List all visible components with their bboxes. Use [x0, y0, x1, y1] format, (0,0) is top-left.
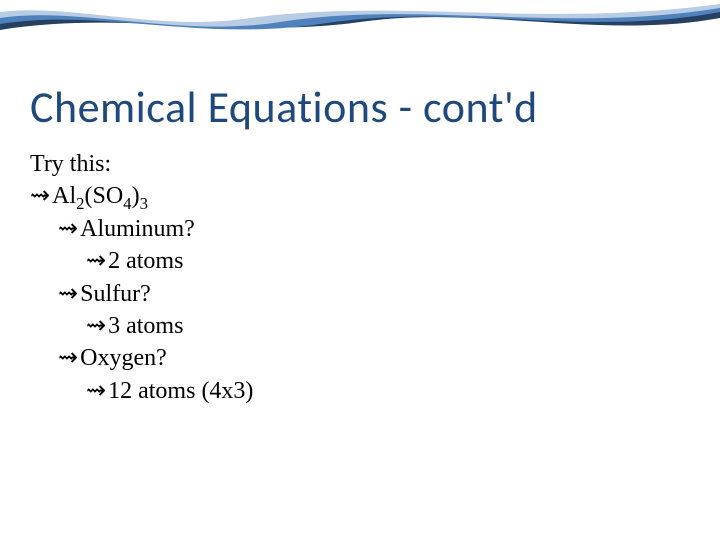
body-line-text: Sulfur?: [80, 281, 151, 307]
slide: Chemical Equations - cont'd Try this:⇝Al…: [0, 0, 720, 437]
body-line: ⇝Oxygen?: [30, 342, 690, 374]
body-line: ⇝Sulfur?: [30, 278, 690, 310]
slide-body: Try this:⇝Al2(SO4)3⇝Aluminum?⇝2 atoms⇝Su…: [30, 148, 690, 407]
bullet-icon: ⇝: [86, 310, 106, 342]
body-line-text: Try this:: [30, 151, 111, 177]
bullet-icon: ⇝: [86, 375, 106, 407]
body-line-text: Aluminum?: [80, 216, 195, 242]
body-line: ⇝2 atoms: [30, 245, 690, 277]
body-line-text: 3 atoms: [108, 313, 183, 339]
body-line: ⇝Al2(SO4)3: [30, 180, 690, 212]
body-line: ⇝3 atoms: [30, 310, 690, 342]
bullet-icon: ⇝: [86, 245, 106, 277]
bullet-icon: ⇝: [58, 342, 78, 374]
body-line-text: Al2(SO4)3: [52, 183, 148, 209]
bullet-icon: ⇝: [30, 180, 50, 212]
body-line-text: 12 atoms (4x3): [108, 378, 253, 404]
bullet-icon: ⇝: [58, 278, 78, 310]
body-line: Try this:: [30, 148, 690, 180]
bullet-icon: ⇝: [58, 213, 78, 245]
body-line: ⇝12 atoms (4x3): [30, 375, 690, 407]
body-line-text: 2 atoms: [108, 248, 183, 274]
body-line: ⇝Aluminum?: [30, 213, 690, 245]
slide-title: Chemical Equations - cont'd: [30, 80, 690, 134]
body-line-text: Oxygen?: [80, 345, 167, 371]
